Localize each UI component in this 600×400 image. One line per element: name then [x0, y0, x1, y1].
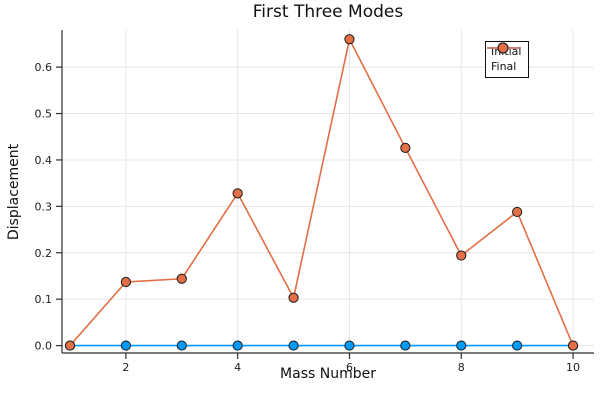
data-point-final [176, 273, 187, 284]
y-tick-label: 0.2 [35, 247, 53, 260]
chart-title: First Three Modes [252, 2, 404, 22]
y-tick-label: 0.0 [35, 340, 53, 353]
series-line-final [69, 36, 574, 347]
x-axis-label: Mass Number [280, 366, 376, 382]
y-tick-label: 0.5 [35, 108, 53, 121]
x-tick-label: 10 [566, 361, 580, 374]
data-point-final [64, 340, 76, 351]
legend-label: Final [491, 60, 517, 73]
data-point-final [512, 206, 523, 218]
legend-circle-icon [497, 42, 509, 54]
data-point-final [288, 292, 299, 303]
y-tick-label: 0.1 [35, 293, 53, 306]
y-tick-label: 0.3 [35, 200, 53, 213]
legend-item-final: Final [487, 42, 521, 74]
data-point-final [456, 250, 467, 261]
data-point-final [400, 142, 411, 153]
data-point-initial [400, 340, 411, 351]
data-point-initial [120, 340, 131, 351]
x-tick-label: 8 [458, 361, 465, 374]
x-tick-label: 2 [122, 361, 129, 374]
data-point-final [232, 188, 243, 199]
legend-marker-final [487, 42, 519, 54]
data-point-final [344, 34, 355, 45]
x-tick-label: 6 [346, 361, 353, 374]
legend: InitialFinal [485, 41, 530, 78]
y-tick-label: 0.6 [35, 61, 53, 74]
data-point-initial [512, 340, 523, 351]
data-point-initial [176, 340, 187, 351]
data-point-initial [288, 340, 299, 351]
data-point-initial [232, 340, 243, 351]
x-tick-label: 4 [234, 361, 241, 374]
y-tick-label: 0.4 [35, 154, 53, 167]
data-point-final [567, 340, 579, 351]
data-point-final [120, 276, 131, 288]
data-point-initial [456, 340, 467, 351]
data-point-initial [344, 340, 355, 351]
